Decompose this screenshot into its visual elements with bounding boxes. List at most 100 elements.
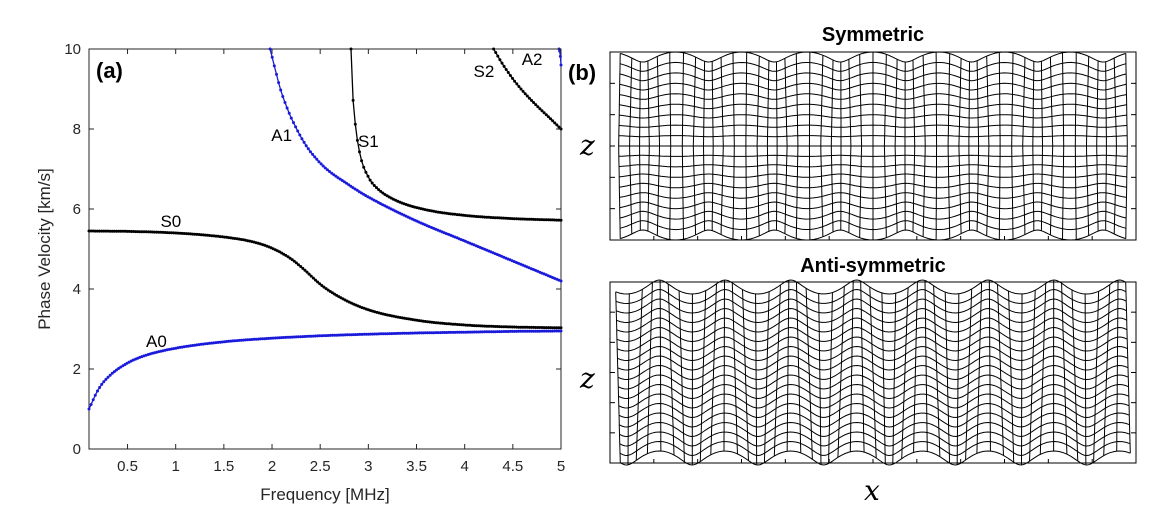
symmetric-mesh-col-line (998, 52, 1001, 240)
data-point-s1 (379, 189, 383, 193)
panel-a-label: (a) (96, 58, 123, 83)
data-point-a0 (424, 331, 427, 335)
panel-b-label: (b) (568, 60, 596, 85)
data-point-a0 (392, 332, 396, 335)
antisymmetric-mesh-col-line (965, 288, 973, 461)
data-point-s0 (510, 325, 514, 329)
curve-label-a1: A1 (271, 126, 292, 145)
data-point-a1 (281, 95, 285, 98)
data-point-s1 (351, 98, 355, 102)
data-point-s2 (542, 111, 546, 115)
data-point-s1 (527, 217, 531, 221)
curve-label-a2: A2 (522, 50, 543, 69)
symmetric-mesh (618, 51, 1128, 241)
x-tick-label: 1 (172, 458, 180, 475)
data-point-s0 (519, 325, 523, 329)
data-point-s0 (324, 287, 328, 291)
symmetric-mesh-col-line (776, 61, 778, 231)
data-point-s1 (555, 218, 559, 222)
data-point-a0 (347, 333, 351, 337)
data-point-s1 (358, 150, 361, 154)
data-point-a0 (106, 375, 110, 379)
data-point-a0 (491, 330, 495, 334)
curve-label-s0: S0 (160, 212, 181, 231)
antisymmetric-mesh-col-line (1021, 294, 1023, 465)
antisymmetric-mesh-col-line (723, 280, 725, 451)
antisymmetric-mesh-col-line (1008, 291, 1015, 463)
data-point-a0 (529, 329, 533, 333)
data-point-a0 (417, 331, 421, 335)
data-point-s1 (353, 122, 357, 126)
data-point-a0 (510, 329, 514, 333)
z-label-symmetric: z (579, 129, 595, 162)
data-point-s0 (299, 265, 303, 268)
data-point-s0 (335, 293, 339, 297)
data-point-a0 (512, 329, 516, 333)
data-point-a0 (246, 338, 250, 342)
data-point-a0 (400, 331, 404, 335)
data-point-a1 (311, 152, 315, 156)
data-point-s0 (506, 325, 510, 329)
data-point-s0 (110, 229, 114, 233)
symmetric-mesh-col-line (958, 58, 962, 234)
data-point-s2 (517, 85, 521, 88)
data-point-a0 (546, 329, 550, 333)
data-point-a0 (362, 332, 366, 336)
antisymmetric-title: Anti-symmetric (800, 255, 946, 277)
data-point-s2 (553, 121, 557, 125)
data-point-s0 (89, 229, 93, 233)
data-point-a0 (534, 329, 538, 333)
data-point-a0 (115, 368, 118, 372)
symmetric-mesh-col-line (1105, 61, 1107, 231)
data-point-a1 (323, 166, 327, 170)
data-point-a1 (317, 160, 321, 164)
data-point-a0 (443, 331, 447, 334)
data-point-a0 (487, 330, 491, 334)
data-point-a1 (287, 111, 291, 115)
data-point-s2 (498, 58, 502, 62)
data-point-a2 (558, 54, 562, 58)
data-point-s0 (307, 272, 311, 276)
antisymmetric-mesh-col-line (924, 280, 928, 452)
data-point-s1 (360, 159, 364, 163)
curve-label-s2: S2 (474, 62, 495, 81)
symmetric-mesh-col-line (766, 60, 770, 232)
symmetric-mesh-col-line (859, 54, 863, 238)
antisymmetric-mesh-col-line (1093, 291, 1100, 463)
data-point-s2 (519, 87, 523, 91)
data-point-a0 (297, 335, 300, 339)
data-point-a0 (468, 330, 472, 334)
data-point-s2 (508, 74, 512, 77)
data-point-s2 (492, 47, 496, 51)
antisymmetric-mesh-col-line (627, 293, 630, 465)
data-point-a0 (405, 331, 408, 335)
data-point-s0 (559, 326, 563, 330)
data-point-s0 (462, 323, 466, 327)
symmetric-mesh-col-line (1113, 57, 1117, 235)
data-point-s2 (525, 94, 529, 98)
data-point-s0 (106, 229, 110, 233)
data-point-s1 (548, 218, 552, 222)
series-a0 (87, 329, 563, 411)
y-ticks: 0 2 4 6 8 10 (64, 41, 561, 458)
antisymmetric-mesh-col-line (635, 289, 643, 461)
data-point-s0 (182, 232, 186, 235)
antisymmetric-mesh-col-line (678, 290, 685, 462)
y-axis-label: Phase Velocity [km/s] (35, 168, 54, 330)
data-point-a0 (96, 389, 99, 393)
data-point-s0 (233, 237, 237, 240)
antisymmetric-mesh-col-line (646, 282, 653, 454)
data-point-s2 (555, 123, 559, 127)
antisymmetric-mesh-col-line (1103, 284, 1111, 456)
data-point-s1 (383, 193, 387, 196)
symmetric-mesh-col-line (629, 57, 633, 235)
data-point-s1 (519, 217, 523, 221)
data-point-a0 (542, 329, 546, 333)
antisymmetric-mesh-col-line (763, 291, 770, 463)
data-point-s0 (153, 230, 157, 234)
data-point-a0 (498, 330, 502, 334)
data-point-s2 (511, 76, 514, 80)
data-point-s2 (551, 119, 555, 123)
data-point-a0 (396, 331, 400, 335)
